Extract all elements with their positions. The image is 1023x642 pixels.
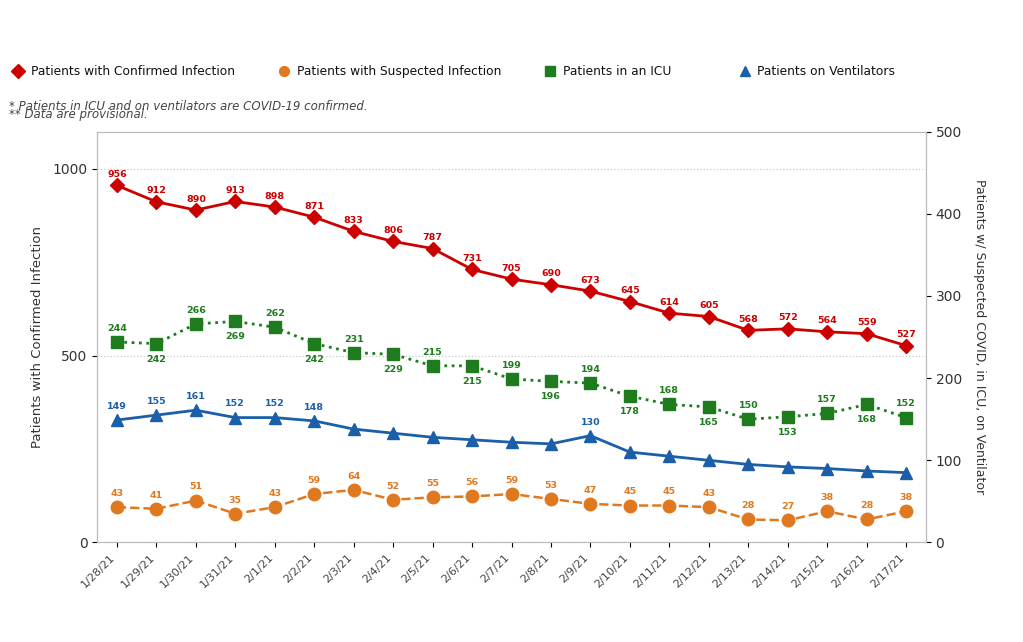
Text: 871: 871	[304, 202, 324, 211]
Text: 890: 890	[186, 195, 206, 204]
Text: 148: 148	[304, 403, 324, 412]
Text: 38: 38	[820, 493, 834, 502]
Text: 833: 833	[344, 216, 363, 225]
Text: 231: 231	[344, 334, 363, 343]
Text: 269: 269	[225, 333, 246, 342]
Text: 59: 59	[308, 476, 321, 485]
Text: 55: 55	[427, 479, 439, 488]
Text: 244: 244	[107, 324, 127, 333]
Text: 242: 242	[304, 354, 324, 363]
Text: 41: 41	[149, 490, 163, 499]
Text: 605: 605	[699, 301, 718, 310]
Y-axis label: Patients w/ Suspected COVID, in ICU, on Ventilator: Patients w/ Suspected COVID, in ICU, on …	[973, 180, 986, 494]
Text: 56: 56	[465, 478, 479, 487]
Text: 266: 266	[186, 306, 206, 315]
Text: ** Data are provisional.: ** Data are provisional.	[9, 108, 148, 121]
Text: 53: 53	[544, 481, 558, 490]
Text: 168: 168	[660, 386, 679, 395]
Text: COVID-19 Hospitalizations Reported by MS Hospitals, 1/28/21-2/17/21 *,**: COVID-19 Hospitalizations Reported by MS…	[12, 17, 851, 36]
Text: 912: 912	[146, 186, 167, 196]
Text: 28: 28	[860, 501, 874, 510]
Text: 568: 568	[739, 315, 758, 324]
Text: 38: 38	[899, 493, 913, 502]
Text: 52: 52	[387, 482, 400, 490]
Text: 43: 43	[702, 489, 715, 498]
Text: 572: 572	[777, 313, 798, 322]
Text: 527: 527	[896, 330, 916, 340]
Text: 150: 150	[739, 401, 758, 410]
Text: 199: 199	[501, 361, 522, 370]
Text: Patients with Suspected Infection: Patients with Suspected Infection	[297, 65, 501, 78]
Text: 898: 898	[265, 192, 284, 201]
Text: 215: 215	[422, 348, 443, 357]
Text: * Patients in ICU and on ventilators are COVID-19 confirmed.: * Patients in ICU and on ventilators are…	[9, 100, 368, 112]
Text: 35: 35	[229, 496, 241, 505]
Text: 956: 956	[107, 170, 127, 179]
Text: 161: 161	[186, 392, 206, 401]
Text: 64: 64	[347, 472, 360, 481]
Text: 152: 152	[265, 399, 284, 408]
Text: 242: 242	[146, 354, 167, 363]
Text: 262: 262	[265, 309, 284, 318]
Text: 913: 913	[225, 186, 246, 195]
Text: 45: 45	[623, 487, 636, 496]
Text: Patients in an ICU: Patients in an ICU	[563, 65, 671, 78]
Text: 28: 28	[742, 501, 755, 510]
Text: 705: 705	[501, 264, 522, 273]
Text: 157: 157	[817, 395, 837, 404]
Text: 27: 27	[782, 502, 794, 511]
Text: 152: 152	[896, 399, 916, 408]
Text: 152: 152	[225, 399, 246, 408]
Text: 559: 559	[857, 318, 877, 327]
Text: 731: 731	[462, 254, 482, 263]
Text: 43: 43	[110, 489, 124, 498]
Text: 165: 165	[699, 418, 719, 427]
Text: 196: 196	[541, 392, 561, 401]
Text: 806: 806	[384, 226, 403, 235]
Text: 155: 155	[146, 397, 166, 406]
Text: 153: 153	[777, 428, 798, 437]
Text: 673: 673	[580, 276, 601, 285]
Y-axis label: Patients with Confirmed Infection: Patients with Confirmed Infection	[31, 226, 44, 448]
Text: 51: 51	[189, 483, 203, 492]
Text: 130: 130	[581, 417, 601, 426]
Text: Patients with Confirmed Infection: Patients with Confirmed Infection	[31, 65, 234, 78]
Text: 47: 47	[584, 486, 597, 495]
Text: 645: 645	[620, 286, 639, 295]
Text: 787: 787	[422, 233, 443, 242]
Text: 45: 45	[663, 487, 676, 496]
Text: 194: 194	[580, 365, 601, 374]
Text: 229: 229	[384, 365, 403, 374]
Text: 168: 168	[856, 415, 877, 424]
Text: Patients on Ventilators: Patients on Ventilators	[757, 65, 895, 78]
Text: 149: 149	[107, 402, 127, 411]
Text: 614: 614	[660, 298, 679, 307]
Text: 690: 690	[541, 270, 561, 279]
Text: 215: 215	[462, 377, 482, 386]
Text: 564: 564	[817, 317, 837, 325]
Text: 59: 59	[505, 476, 518, 485]
Text: 43: 43	[268, 489, 281, 498]
Text: 178: 178	[620, 407, 639, 416]
